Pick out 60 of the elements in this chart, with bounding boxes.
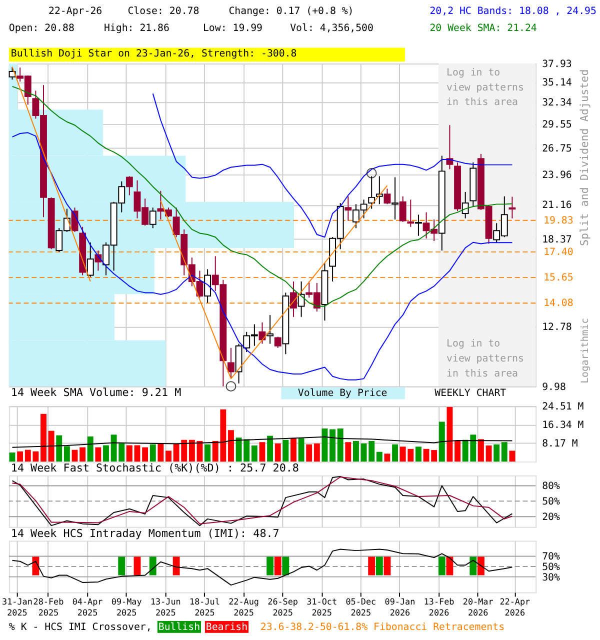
- annotation: Log in to view patterns in this area: [446, 338, 524, 380]
- x-tick-label: 13-Feb 2026: [424, 596, 454, 618]
- chart-title: 14 Week SMA Volume: 9.21 M: [10, 386, 182, 400]
- y-tick-label: 23.96: [542, 170, 572, 182]
- text: Close: 20.78: [128, 6, 200, 18]
- y-tick-label: 12.78: [542, 322, 572, 334]
- text: % K - HCS IMI Crossover,: [8, 622, 152, 633]
- x-tick-label: 22-Apr 2026: [500, 596, 530, 618]
- text: 23.6-38.2-50-61.8% Fibonacci Retracements: [260, 622, 505, 633]
- x-tick-label: 05-Dec 2025: [346, 596, 376, 618]
- text: Bullish: [158, 622, 200, 633]
- ref-line-label: 14.08: [544, 298, 574, 310]
- text: Low: 19.99: [202, 22, 263, 34]
- chart-title: 14 Week HCS Intraday Momentum (IMI): 48.7: [10, 526, 280, 540]
- y-tick-label: 21.16: [542, 200, 572, 212]
- y-tick-label: 70%: [542, 552, 560, 563]
- y-tick-label: 24.51 M: [542, 402, 584, 413]
- x-tick-label: 04-Apr 2025: [72, 596, 103, 618]
- x-tick-label: 28-Feb 2025: [33, 596, 64, 618]
- y-tick-label: 26.75: [542, 143, 572, 154]
- text: High: 21.86: [104, 22, 170, 34]
- text: 22-Apr-26: [48, 6, 102, 18]
- y-tick-label: 20%: [542, 512, 560, 524]
- y-tick-label: 16.34 M: [542, 420, 584, 432]
- x-tick-label: 13-Jun 2025: [150, 596, 181, 618]
- y-tick-label: 50%: [542, 562, 560, 573]
- x-tick-label: 22-Aug 2025: [228, 596, 259, 618]
- text: 20,2 HC Bands: 18.08 , 24.95: [430, 6, 596, 18]
- y-tick-label: 9.98: [542, 382, 566, 393]
- x-tick-label: 26-Sep 2025: [268, 596, 298, 618]
- ref-line-label: 15.65: [544, 272, 574, 284]
- y-tick-label: 29.55: [542, 119, 572, 130]
- x-tick-label: 31-Jan 2025: [2, 596, 32, 618]
- x-tick-label: 09-May 2025: [111, 596, 142, 618]
- y-axis-title: Split and Dividend Adjusted: [578, 69, 592, 246]
- chart-title: 14 Week Fast Stochastic (%K)(%D) : 25.7 20.8: [10, 461, 299, 474]
- ref-line-label: 19.83: [544, 215, 574, 226]
- x-tick-label: 09-Jan 2026: [384, 596, 416, 618]
- text: Logarithmic: [580, 318, 592, 384]
- y-tick-label: 8.17 M: [542, 438, 578, 450]
- y-tick-label: 80%: [542, 481, 560, 492]
- annotation: Log in to view patterns in this area: [446, 67, 524, 108]
- text: WEEKLY CHART: [434, 388, 506, 400]
- text: Bullish Doji Star on 23-Jan-26, Strength: -300.8: [10, 48, 297, 60]
- text: Bearish: [206, 622, 248, 633]
- y-tick-label: 32.34: [542, 98, 572, 109]
- y-tick-label: 35.14: [542, 77, 572, 88]
- y-tick-label: 18.37: [542, 234, 572, 246]
- ref-line-label: 17.40: [544, 246, 574, 258]
- y-tick-label: 30%: [542, 572, 560, 584]
- x-tick-label: 18-Jul 2025: [190, 596, 220, 618]
- y-tick-label: 37.93: [542, 59, 572, 70]
- text: Open: 20.88: [8, 22, 74, 34]
- text: Volume By Price: [298, 388, 388, 400]
- text: Vol: 4,356,500: [290, 22, 374, 34]
- text: 20 Week SMA: 21.24: [430, 22, 537, 34]
- text: Change: 0.17 (+0.8 %): [228, 6, 354, 18]
- y-tick-label: 50%: [542, 496, 560, 508]
- x-tick-label: 31-Oct 2025: [306, 596, 338, 618]
- x-tick-label: 20-Mar 2026: [462, 596, 494, 618]
